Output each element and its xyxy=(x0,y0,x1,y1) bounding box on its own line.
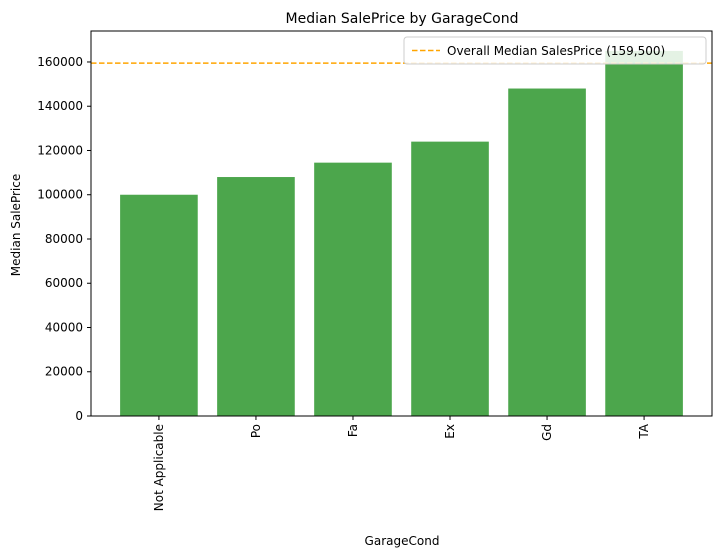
bar-po xyxy=(217,177,295,416)
bar-gd xyxy=(508,88,586,416)
y-tick-label: 60000 xyxy=(45,276,83,290)
y-axis-label: Median SalePrice xyxy=(9,174,23,276)
x-tick-label: Fa xyxy=(346,424,360,437)
bar-fa xyxy=(314,162,392,416)
bars-group xyxy=(120,50,683,417)
x-ticks-group: Not Applicable Po Fa Ex Gd TA xyxy=(152,416,651,511)
y-tick-label: 40000 xyxy=(45,320,83,334)
bar-not-applicable xyxy=(120,194,198,416)
chart-title: Median SalePrice by GarageCond xyxy=(286,11,519,27)
x-tick-label: Not Applicable xyxy=(152,424,166,511)
legend-label: Overall Median SalesPrice (159,500) xyxy=(447,44,665,58)
legend: Overall Median SalesPrice (159,500) xyxy=(403,36,707,65)
legend-box xyxy=(403,36,707,65)
y-tick-label: 160000 xyxy=(37,55,83,69)
y-tick-label: 140000 xyxy=(37,99,83,113)
x-tick-label: Po xyxy=(249,424,263,438)
bar-ex xyxy=(411,141,489,416)
bar-ta xyxy=(605,50,683,417)
y-ticks-group: 0 20000 40000 60000 80000 100000 120000 140000 1… xyxy=(37,55,91,423)
y-tick-label: 80000 xyxy=(45,232,83,246)
x-tick-label: Ex xyxy=(443,424,457,439)
y-tick-label: 100000 xyxy=(37,188,83,202)
x-tick-label: TA xyxy=(637,423,651,439)
y-tick-label: 0 xyxy=(75,409,83,423)
x-tick-label: Gd xyxy=(540,424,554,441)
y-tick-label: 20000 xyxy=(45,365,83,379)
x-axis-label: GarageCond xyxy=(365,534,440,548)
y-tick-label: 120000 xyxy=(37,143,83,157)
plot-frame xyxy=(90,30,713,417)
